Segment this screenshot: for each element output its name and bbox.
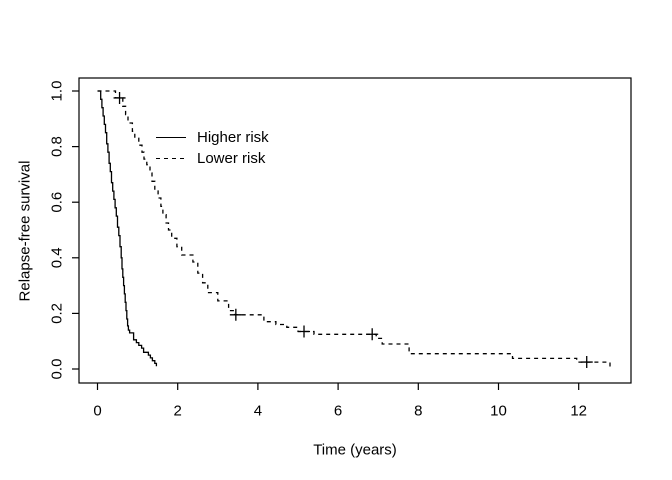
y-tick-label: 0.4 bbox=[49, 247, 66, 268]
y-tick-label: 0.2 bbox=[49, 303, 66, 324]
y-tick-label: 0.0 bbox=[49, 359, 66, 380]
legend-label-higher-risk: Higher risk bbox=[197, 129, 269, 146]
x-axis-title: Time (years) bbox=[313, 441, 397, 459]
plot-box bbox=[78, 77, 632, 384]
x-tick-label: 12 bbox=[570, 403, 587, 420]
censor-mark bbox=[113, 91, 126, 104]
x-tick-label: 10 bbox=[490, 403, 507, 420]
censor-mark bbox=[366, 328, 379, 341]
dashed-line-sample-icon bbox=[156, 157, 186, 160]
x-tick-label: 4 bbox=[254, 403, 262, 420]
legend: Higher risk Lower risk bbox=[156, 127, 269, 169]
y-tick-label: 0.8 bbox=[49, 136, 66, 157]
y-tick-label: 0.6 bbox=[49, 192, 66, 213]
censor-mark bbox=[298, 325, 311, 338]
x-tick-label: 2 bbox=[174, 403, 182, 420]
censor-mark bbox=[229, 308, 242, 321]
legend-item-higher-risk: Higher risk bbox=[156, 127, 269, 148]
x-tick-label: 6 bbox=[334, 403, 342, 420]
lower-risk-curve bbox=[97, 90, 614, 368]
higher-risk-curve bbox=[97, 90, 158, 367]
censor-mark bbox=[580, 356, 593, 369]
solid-line-sample-icon bbox=[156, 136, 186, 139]
legend-item-lower-risk: Lower risk bbox=[156, 148, 269, 169]
y-axis-title: Relapse-free survival bbox=[16, 160, 34, 302]
y-tick-label: 1.0 bbox=[49, 81, 66, 102]
legend-label-lower-risk: Lower risk bbox=[197, 150, 266, 167]
x-tick-label: 8 bbox=[414, 403, 422, 420]
x-tick-label: 0 bbox=[93, 403, 101, 420]
